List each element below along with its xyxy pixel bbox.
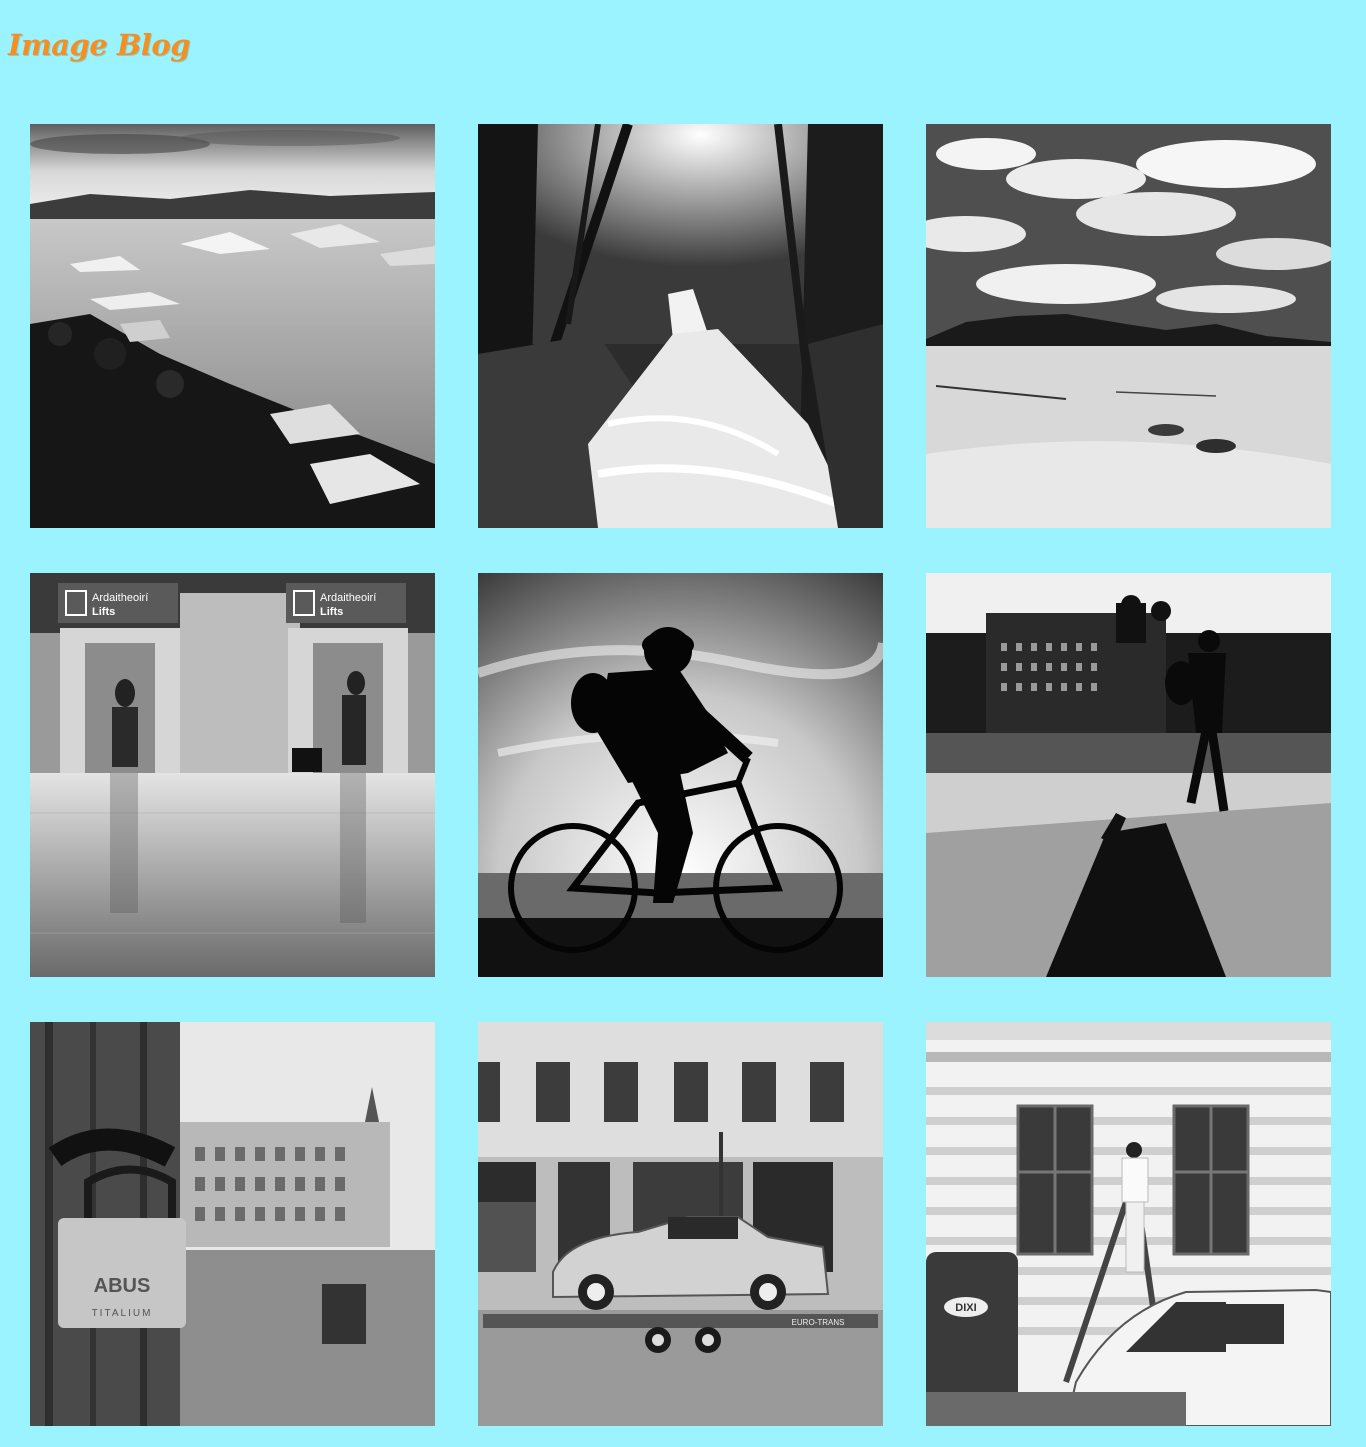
gallery-image-airport-lifts[interactable]: Ardaitheoirí Lifts Ardaitheoirí Lifts xyxy=(30,573,435,977)
gallery-image-forest-waterfall[interactable] xyxy=(478,124,883,528)
site-title[interactable]: Image Blog xyxy=(8,28,191,62)
toilet-brand: DIXI xyxy=(955,1302,976,1314)
sign-left-english: Lifts xyxy=(92,606,115,618)
gallery-image-padlock-square[interactable]: ABUS TITALIUM xyxy=(30,1022,435,1426)
gallery-image-pedestrian-waterfront[interactable] xyxy=(926,573,1331,977)
sign-right-irish: Ardaitheoirí xyxy=(320,592,376,604)
padlock-model: TITALIUM xyxy=(92,1308,153,1319)
gallery-image-cyclist-silhouette[interactable] xyxy=(478,573,883,977)
sign-right-english: Lifts xyxy=(320,606,343,618)
trailer-text: EURO-TRANS xyxy=(792,1318,845,1327)
gallery-image-glacier-lagoon[interactable] xyxy=(30,124,435,528)
gallery-image-desert-dunes[interactable] xyxy=(926,124,1331,528)
padlock-brand: ABUS xyxy=(94,1275,151,1297)
gallery-image-painter-ladder[interactable]: DIXI xyxy=(926,1022,1331,1426)
gallery-image-classic-car-trailer[interactable]: EURO-TRANS xyxy=(478,1022,883,1426)
image-gallery: Ardaitheoirí Lifts Ardaitheoirí Lifts xyxy=(30,124,1331,1426)
sign-left-irish: Ardaitheoirí xyxy=(92,592,148,604)
